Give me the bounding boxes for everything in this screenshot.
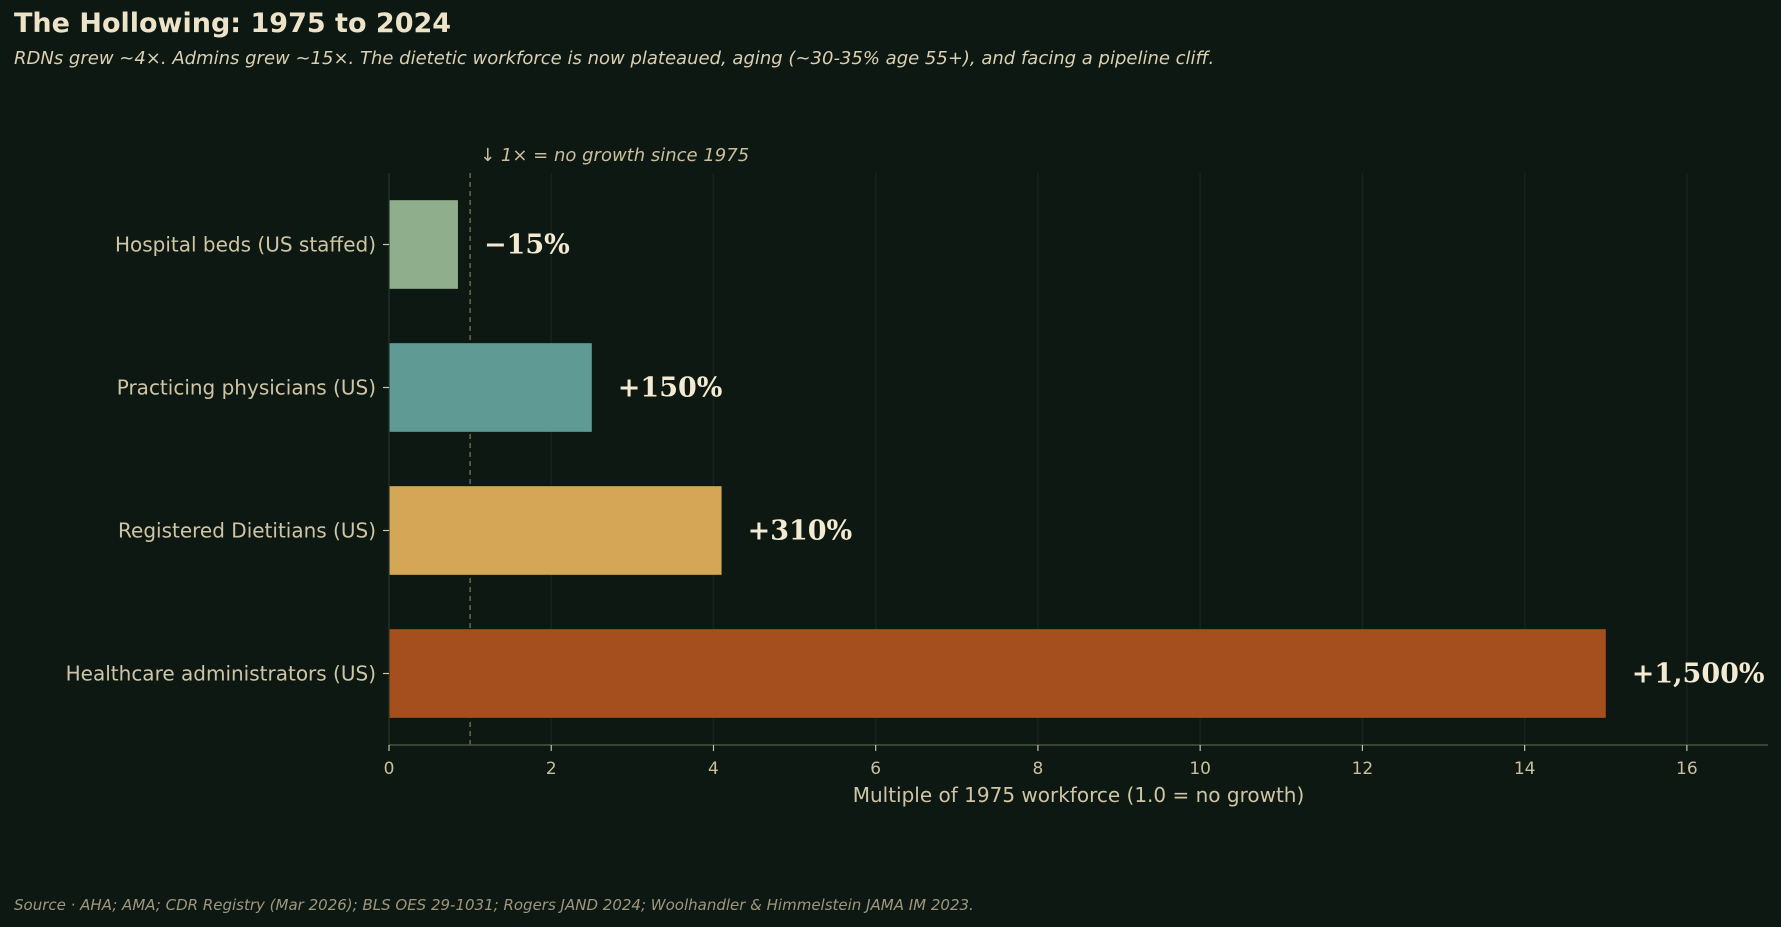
bar-value-label: +150%	[618, 373, 723, 404]
bar-chart: ↓ 1× = no growth since 1975 0 2 4 6 8 10 12 14 1…	[66, 145, 1768, 807]
chart-title: The Hollowing: 1975 to 2024	[14, 8, 452, 39]
reference-line-label: ↓ 1× = no growth since 1975	[480, 145, 749, 166]
bar	[389, 629, 1606, 718]
bar	[389, 200, 458, 289]
x-tick-label: 16	[1676, 759, 1698, 779]
bar-value-label: +1,500%	[1632, 659, 1765, 690]
bar	[389, 486, 722, 575]
reference-line-group: ↓ 1× = no growth since 1975	[469, 145, 749, 745]
bar-value-label: −15%	[484, 230, 570, 261]
x-tick-label: 6	[870, 759, 881, 779]
chart-subtitle: RDNs grew ~4×. Admins grew ~15×. The die…	[14, 48, 1215, 69]
category-label: Healthcare administrators (US)	[66, 662, 376, 686]
category-label: Hospital beds (US staffed)	[115, 233, 376, 257]
category-label: Registered Dietitians (US)	[118, 519, 376, 543]
category-label: Practicing physicians (US)	[117, 376, 376, 400]
source-note: Source · AHA; AMA; CDR Registry (Mar 202…	[14, 896, 974, 914]
category-labels: −15% Hospital beds (US staffed) +150% Pract…	[66, 230, 1765, 690]
x-tick-label: 2	[546, 759, 557, 779]
x-axis-title: Multiple of 1975 workforce (1.0 = no gro…	[853, 783, 1305, 807]
bar-value-label: +310%	[748, 516, 853, 547]
x-tick-label: 12	[1352, 759, 1374, 779]
bar	[389, 343, 592, 432]
x-axis: 0 2 4 6 8 10 12 14 16 Multiple of 1975 workforce …	[383, 173, 1768, 807]
x-tick-label: 8	[1033, 759, 1044, 779]
x-tick-label: 0	[384, 759, 395, 779]
x-tick-label: 4	[708, 759, 719, 779]
x-tick-label: 10	[1189, 759, 1211, 779]
x-tick-label: 14	[1514, 759, 1536, 779]
bars	[389, 200, 1606, 718]
